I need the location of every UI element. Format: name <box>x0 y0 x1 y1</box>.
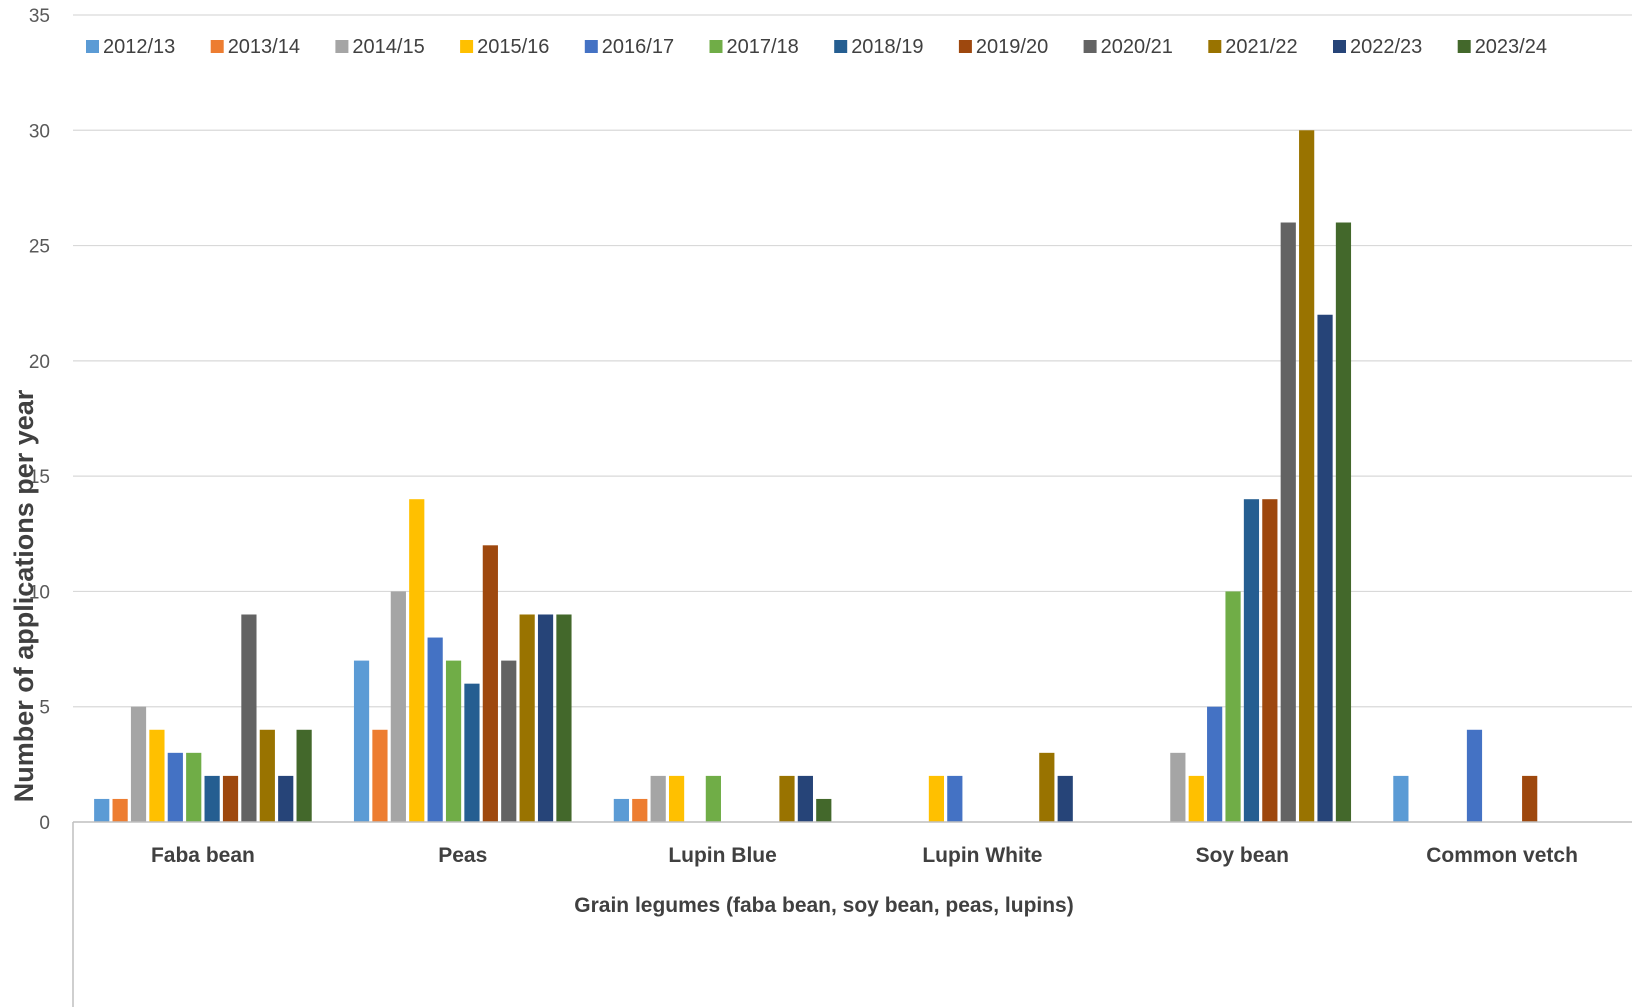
category-labels: Faba bean Peas Lupin Blue Lupin White Soy be… <box>151 844 1578 867</box>
y-tick-labels: 0 5 10 15 20 25 30 35 <box>29 6 50 834</box>
bar <box>797 775 813 822</box>
gridlines <box>73 14 1632 708</box>
bar <box>482 545 498 822</box>
bar <box>149 729 165 822</box>
legend-label: 2012/13 <box>103 36 175 58</box>
bar <box>537 614 554 822</box>
bar <box>94 798 110 822</box>
x-axis-title: Grain legumes (faba bean, soy bean, peas… <box>574 894 1073 917</box>
legend-label: 2021/22 <box>1225 36 1297 58</box>
bar <box>222 775 239 822</box>
bar <box>259 729 275 822</box>
legend-label: 2013/14 <box>228 36 300 58</box>
bar <box>668 775 685 822</box>
category-label: Lupin White <box>922 844 1042 867</box>
bar <box>278 775 294 822</box>
bar <box>241 614 257 822</box>
bar <box>390 591 406 822</box>
bar <box>1188 775 1204 822</box>
legend-swatch <box>1208 40 1222 53</box>
bar <box>1522 775 1538 822</box>
bar <box>632 798 648 822</box>
bar <box>409 499 425 822</box>
legend-swatch <box>335 40 349 53</box>
bar <box>1057 775 1073 822</box>
bars <box>94 130 1538 823</box>
bar <box>1466 729 1483 822</box>
bar <box>427 637 443 822</box>
bar <box>705 775 721 822</box>
bar <box>519 614 535 822</box>
bar <box>296 729 312 822</box>
bar <box>1317 314 1333 822</box>
bar <box>130 706 147 822</box>
legend-swatch <box>210 40 224 53</box>
bar <box>947 775 963 822</box>
legend-swatch <box>584 40 598 53</box>
bar <box>501 660 517 822</box>
bar <box>167 752 183 822</box>
bar <box>1207 706 1223 822</box>
category-label: Faba bean <box>151 844 255 867</box>
bar <box>816 798 832 822</box>
bar <box>613 798 629 822</box>
y-tick-label: 5 <box>39 698 50 719</box>
legend-label: 2018/19 <box>851 36 923 58</box>
bar <box>1393 775 1409 822</box>
bar <box>1039 752 1055 822</box>
bar <box>556 614 572 822</box>
legend-swatch <box>958 40 972 53</box>
bar <box>650 775 666 822</box>
y-axis-title: Number of applications per year <box>9 389 39 802</box>
y-tick-label: 25 <box>29 237 50 258</box>
legend-label: 2019/20 <box>976 36 1048 58</box>
bar <box>1280 222 1296 822</box>
category-label: Peas <box>438 844 487 867</box>
y-tick-label: 0 <box>39 813 50 834</box>
y-tick-label: 10 <box>29 582 50 603</box>
bar <box>1225 591 1241 822</box>
axes <box>72 821 1632 1007</box>
bar <box>204 775 220 822</box>
legend-label: 2016/17 <box>602 36 674 58</box>
y-tick-label: 30 <box>29 121 50 142</box>
legend-swatch <box>86 40 99 53</box>
y-tick-label: 20 <box>29 352 50 373</box>
legend-swatch <box>1457 40 1471 53</box>
legend-label: 2015/16 <box>477 36 549 58</box>
bar <box>928 775 945 822</box>
legend-swatch <box>1333 40 1346 53</box>
category-label: Soy bean <box>1196 844 1289 867</box>
bar <box>1170 752 1186 822</box>
legend-label: 2017/18 <box>727 36 799 58</box>
bar <box>353 660 370 822</box>
bar <box>464 683 480 822</box>
legend-label: 2014/15 <box>352 36 424 58</box>
bar <box>1243 499 1260 822</box>
legend-swatch <box>1083 40 1097 53</box>
bar <box>112 798 128 822</box>
bar <box>1262 499 1278 822</box>
legend: 2012/13 2013/14 2014/15 2015/16 2016/17 2017/… <box>86 36 1547 58</box>
category-label: Common vetch <box>1426 844 1578 867</box>
y-tick-label: 35 <box>29 6 50 27</box>
legend-label: 2022/23 <box>1350 36 1422 58</box>
bar <box>372 729 388 822</box>
legend-swatch <box>460 40 474 53</box>
legend-label: 2020/21 <box>1101 36 1173 58</box>
legend-label: 2023/24 <box>1475 36 1547 58</box>
bar <box>445 660 462 822</box>
bar <box>779 775 795 822</box>
bar <box>186 752 202 822</box>
category-label: Lupin Blue <box>668 844 777 867</box>
legend-swatch <box>709 40 723 53</box>
y-tick-label: 15 <box>29 467 50 488</box>
bar <box>1299 130 1315 823</box>
bar <box>1335 222 1352 822</box>
legend-swatch <box>834 40 848 53</box>
